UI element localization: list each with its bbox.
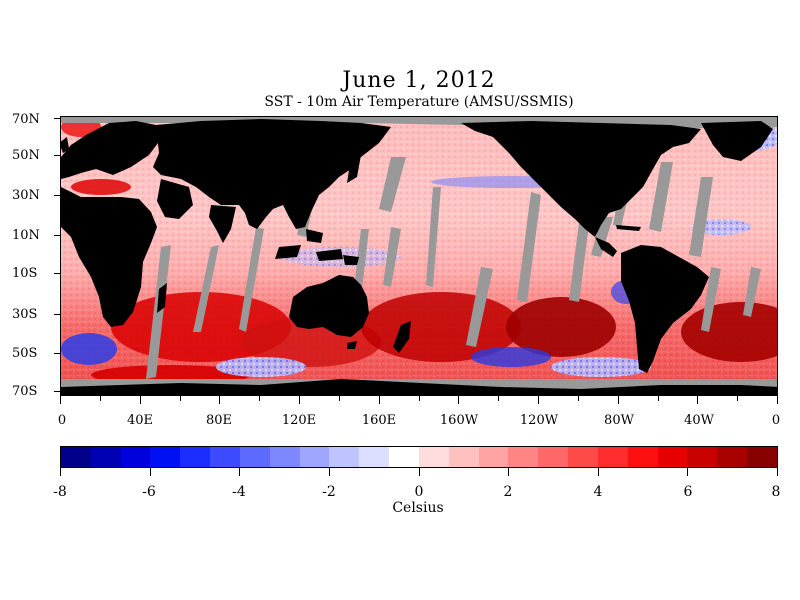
lat-label-30n: 30N xyxy=(12,188,40,203)
lat-tick xyxy=(54,195,60,196)
colorbar-cell xyxy=(747,447,777,467)
colorbar-tick-label: -8 xyxy=(53,484,67,500)
colorbar-cell xyxy=(538,447,569,467)
lat-label-50n: 50N xyxy=(12,148,40,163)
colorbar-cell xyxy=(657,447,688,467)
colorbar-cell xyxy=(478,447,509,467)
lon-tick xyxy=(697,396,699,404)
lon-tick xyxy=(657,396,659,401)
lon-label-40w: 40W xyxy=(684,413,714,428)
colorbar-cell xyxy=(120,447,151,467)
lat-label-30s: 30S xyxy=(12,307,38,322)
lon-tick xyxy=(577,396,579,401)
colorbar-unit-label: Celsius xyxy=(392,500,444,516)
lon-label-120e: 120E xyxy=(281,413,317,428)
lat-tick xyxy=(54,391,60,392)
lon-tick xyxy=(418,396,420,401)
lon-tick xyxy=(538,396,539,404)
lon-tick xyxy=(219,396,221,404)
colorbar-tick-label: 6 xyxy=(683,484,693,500)
lon-tick xyxy=(617,396,619,404)
colorbar-tick xyxy=(687,468,689,476)
lon-tick xyxy=(259,396,261,401)
lon-label-160w: 160W xyxy=(439,413,479,428)
lon-label-40e: 40E xyxy=(126,413,154,428)
colorbar-cell xyxy=(627,447,658,467)
lon-tick xyxy=(179,396,181,401)
colorbar xyxy=(60,446,778,468)
lat-tick xyxy=(54,353,60,354)
lon-tick xyxy=(458,396,460,404)
colorbar-tick xyxy=(239,468,241,476)
lon-tick xyxy=(498,396,500,401)
colorbar-tick-label: -2 xyxy=(322,484,336,500)
colorbar-cell xyxy=(239,447,270,467)
colorbar-cell xyxy=(269,447,300,467)
lat-tick xyxy=(54,314,60,315)
lon-tick xyxy=(60,396,61,404)
lat-tick xyxy=(54,235,60,236)
colorbar-cell xyxy=(61,447,91,467)
lon-label-0: 0 xyxy=(57,413,67,428)
colorbar-cell xyxy=(568,447,598,467)
colorbar-cell xyxy=(329,447,360,467)
colorbar-cell xyxy=(150,447,181,467)
lat-label-10n: 10N xyxy=(12,228,40,243)
colorbar-cell xyxy=(180,447,211,467)
colorbar-cell xyxy=(90,447,121,467)
colorbar-cell xyxy=(508,447,539,467)
lat-label-70n: 70N xyxy=(12,112,40,127)
colorbar-cell xyxy=(299,447,330,467)
colorbar-tick-label: -4 xyxy=(232,484,246,500)
colorbar-cell xyxy=(687,447,718,467)
colorbar-cell xyxy=(448,447,479,467)
colorbar-tick-label: 0 xyxy=(414,484,424,500)
colorbar-tick xyxy=(328,468,330,476)
lon-label-80e: 80E xyxy=(205,413,233,428)
lon-tick xyxy=(299,396,300,404)
lat-label-50s: 50S xyxy=(12,346,38,361)
lat-tick xyxy=(54,273,60,274)
lon-tick xyxy=(338,396,340,401)
lat-tick xyxy=(54,155,60,156)
colorbar-cell xyxy=(418,447,449,467)
land-masses xyxy=(61,119,777,395)
lon-label-0-right: 0 xyxy=(771,413,781,428)
colorbar-tick xyxy=(777,468,778,476)
lon-tick xyxy=(378,396,380,404)
colorbar-tick-label: 8 xyxy=(771,484,781,500)
colorbar-cell xyxy=(210,447,240,467)
lat-label-10s: 10S xyxy=(12,266,38,281)
lon-label-80w: 80W xyxy=(604,413,634,428)
lon-tick xyxy=(777,396,778,404)
colorbar-cell xyxy=(359,447,390,467)
colorbar-tick-label: 4 xyxy=(593,484,603,500)
colorbar-tick xyxy=(60,468,61,476)
colorbar-tick xyxy=(597,468,599,476)
colorbar-tick xyxy=(418,468,420,476)
lon-tick xyxy=(139,396,141,404)
sst-anomaly-map xyxy=(60,116,778,396)
colorbar-cell xyxy=(597,447,628,467)
colorbar-tick-label: -6 xyxy=(142,484,156,500)
colorbar-cell xyxy=(389,447,419,467)
colorbar-tick-label: 2 xyxy=(503,484,513,500)
colorbar-tick xyxy=(508,468,510,476)
colorbar-tick xyxy=(149,468,151,476)
map-svg xyxy=(61,117,777,395)
lon-tick xyxy=(99,396,101,401)
lon-tick xyxy=(737,396,739,401)
lon-label-160e: 160E xyxy=(361,413,397,428)
colorbar-cell xyxy=(717,447,748,467)
map-title: June 1, 2012 xyxy=(342,68,496,93)
map-subtitle: SST - 10m Air Temperature (AMSU/SSMIS) xyxy=(264,94,574,110)
lat-label-70s: 70S xyxy=(12,384,38,399)
lon-label-120w: 120W xyxy=(519,413,559,428)
lat-tick xyxy=(54,118,60,119)
